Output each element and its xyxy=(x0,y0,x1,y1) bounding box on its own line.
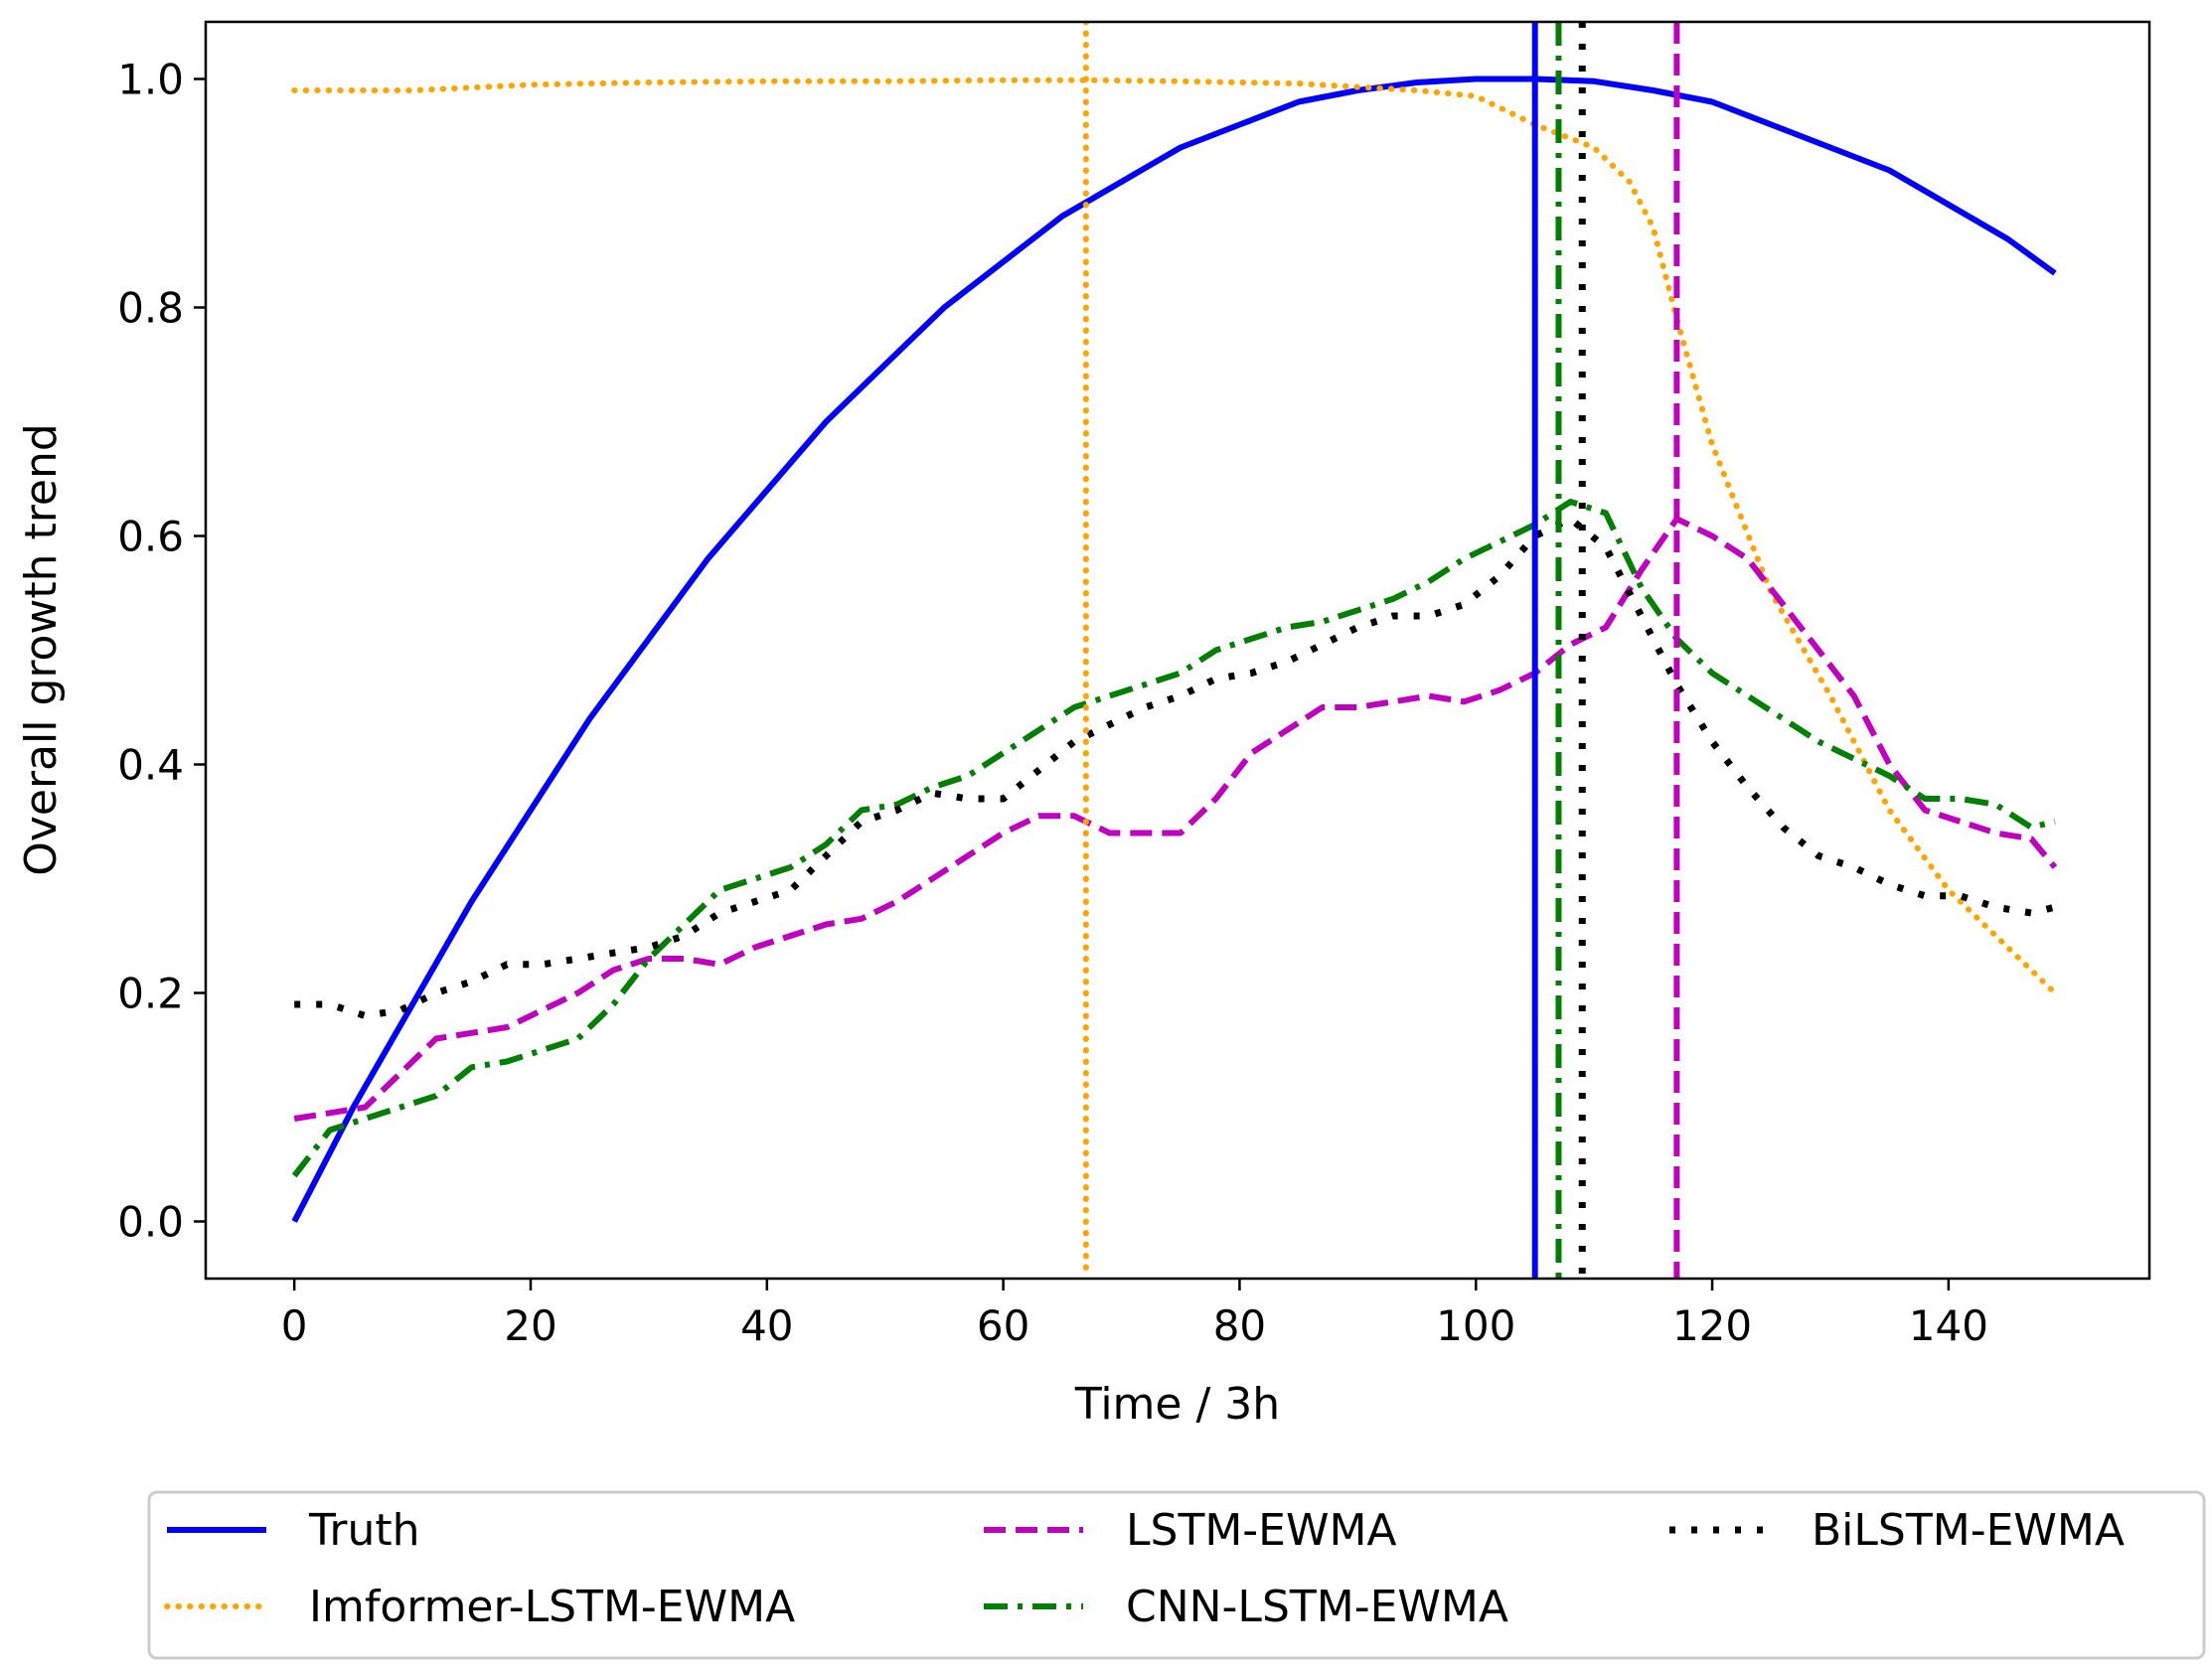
x-tick-label: 60 xyxy=(977,1301,1029,1350)
legend-label-imformer-lstm-ewma: Imformer-LSTM-EWMA xyxy=(309,1582,795,1632)
y-tick-label: 0.4 xyxy=(117,741,184,790)
series-line-bilstm-ewma xyxy=(294,515,2056,1019)
legend-label-truth: Truth xyxy=(308,1505,420,1556)
plot-frame xyxy=(204,20,2151,1281)
plot-series-layer xyxy=(291,22,2058,1279)
y-tick-label: 0.2 xyxy=(117,970,184,1018)
x-tick-label: 40 xyxy=(740,1301,793,1350)
x-tick-label: 140 xyxy=(1909,1301,1988,1350)
y-axis-label: Overall growth trend xyxy=(16,423,67,876)
x-tick-label: 80 xyxy=(1213,1301,1266,1350)
y-tick-label: 0.6 xyxy=(117,513,184,561)
x-axis-label: Time / 3h xyxy=(1074,1379,1280,1430)
series-line-truth xyxy=(291,76,2057,1223)
series-line-lstm-ewma xyxy=(293,516,2058,1122)
x-tick-label: 0 xyxy=(281,1301,308,1350)
legend: Truth Imformer-LSTM-EWMA LSTM-EWMA CNN-LSTM… xyxy=(147,1490,2206,1660)
legend-label-lstm-ewma: LSTM-EWMA xyxy=(1126,1505,1397,1556)
y-tick-label: 0.8 xyxy=(117,284,184,333)
axes-layer: 0 20 40 60 80 100 120 140 0.0 0.2 0.4 0.6 0.8 1.0 xyxy=(117,56,1988,1351)
x-tick-label: 100 xyxy=(1436,1301,1515,1350)
x-tick-label: 20 xyxy=(504,1301,556,1350)
y-tick-label: 0.0 xyxy=(117,1198,184,1247)
y-tick-label: 1.0 xyxy=(117,56,184,104)
legend-label-cnn-lstm-ewma: CNN-LSTM-EWMA xyxy=(1126,1582,1508,1632)
series-line-cnn-lstm-ewma xyxy=(291,499,2056,1178)
legend-label-bilstm-ewma: BiLSTM-EWMA xyxy=(1812,1505,2125,1556)
legend-frame xyxy=(147,1490,2206,1660)
x-tick-label: 120 xyxy=(1672,1301,1752,1350)
